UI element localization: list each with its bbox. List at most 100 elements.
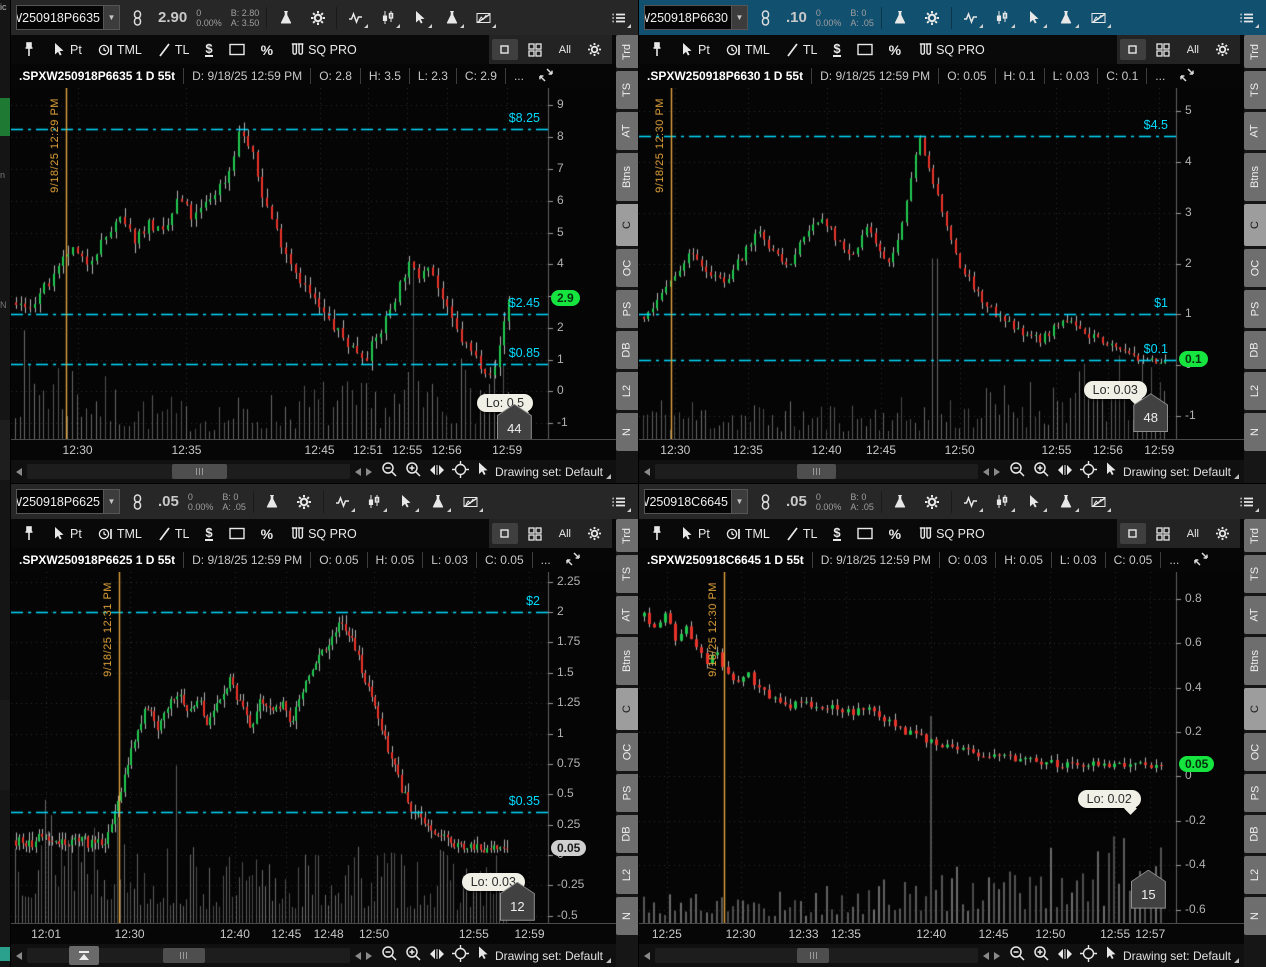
tab-oc[interactable]: OC bbox=[616, 249, 638, 287]
link-chart-icon[interactable] bbox=[751, 4, 780, 31]
tml-tool-button[interactable]: TML bbox=[91, 37, 149, 62]
percent-tool-button[interactable]: % bbox=[882, 521, 908, 546]
symbol-input-value[interactable]: SPXW250918P6625 bbox=[17, 494, 100, 509]
sq-pro-button[interactable]: SQ PRO bbox=[910, 37, 992, 62]
strategy-chart-button[interactable] bbox=[469, 4, 498, 31]
settings-gear-button[interactable] bbox=[290, 488, 319, 515]
tab-ps[interactable]: PS bbox=[1244, 774, 1266, 812]
scrollbar-track[interactable] bbox=[655, 948, 978, 963]
autoscale-arrows-icon[interactable] bbox=[538, 67, 554, 86]
grid-layout-button[interactable] bbox=[521, 36, 550, 63]
studies-button[interactable] bbox=[988, 4, 1017, 31]
symbol-dropdown-icon[interactable]: ▼ bbox=[103, 490, 119, 513]
horizontal-expand-icon[interactable] bbox=[429, 947, 445, 965]
settings-gear-button[interactable] bbox=[918, 488, 947, 515]
tab-ts[interactable]: TS bbox=[1244, 555, 1266, 593]
tab-c[interactable]: C bbox=[616, 688, 638, 730]
tab-c[interactable]: C bbox=[1244, 204, 1266, 246]
drawing-cursor-icon[interactable] bbox=[476, 945, 490, 966]
tab-n[interactable]: N bbox=[1244, 413, 1266, 451]
header-more[interactable]: ... bbox=[1146, 68, 1173, 84]
percent-tool-button[interactable]: % bbox=[254, 37, 280, 62]
panel-menu-button[interactable] bbox=[604, 488, 633, 515]
scroll-left-arrow[interactable] bbox=[644, 467, 650, 476]
tab-db[interactable]: DB bbox=[616, 331, 638, 369]
settings-gear-button[interactable] bbox=[303, 4, 332, 31]
cursor-tool-button[interactable] bbox=[1020, 488, 1049, 515]
trendline-tool-button[interactable]: TL bbox=[779, 37, 825, 62]
sq-pro-button[interactable]: SQ PRO bbox=[910, 521, 992, 546]
scrollbar-thumb[interactable] bbox=[162, 948, 205, 963]
settings-gear-button[interactable] bbox=[918, 4, 947, 31]
strategy-chart-button[interactable] bbox=[1084, 4, 1113, 31]
symbol-dropdown-icon[interactable]: ▼ bbox=[103, 6, 119, 29]
tab-trd[interactable]: Trd bbox=[1244, 35, 1266, 68]
tab-trd[interactable]: Trd bbox=[616, 519, 638, 552]
scroll-left-arrow[interactable] bbox=[16, 951, 22, 960]
link-chart-icon[interactable] bbox=[751, 488, 780, 515]
tml-tool-button[interactable]: TML bbox=[719, 521, 777, 546]
tab-ts[interactable]: TS bbox=[616, 71, 638, 109]
analyze-flask-button[interactable] bbox=[886, 4, 915, 31]
zoom-out-icon[interactable] bbox=[381, 461, 398, 483]
strategy-chart-button[interactable] bbox=[1084, 488, 1113, 515]
all-button[interactable]: All bbox=[1186, 527, 1199, 540]
pin-button[interactable] bbox=[15, 521, 43, 546]
chart-style-button[interactable] bbox=[956, 488, 985, 515]
rectangle-tool-button[interactable] bbox=[222, 37, 252, 62]
chart-plot-area[interactable]: 5 4 3 2 1 0 -1 $4.5 $1 $0.1 9/18/25 12:30 PM 0.1 Lo:… bbox=[639, 88, 1244, 439]
tab-btns[interactable]: Btns bbox=[616, 637, 638, 685]
tab-l2[interactable]: L2 bbox=[616, 372, 638, 410]
autoscale-arrows-icon[interactable] bbox=[1179, 67, 1195, 86]
zoom-in-icon[interactable] bbox=[405, 945, 422, 967]
rectangle-tool-button[interactable] bbox=[850, 521, 880, 546]
tab-n[interactable]: N bbox=[1244, 897, 1266, 935]
tab-ps[interactable]: PS bbox=[1244, 290, 1266, 328]
horizontal-expand-icon[interactable] bbox=[429, 463, 445, 481]
tests-flask-button[interactable] bbox=[1052, 488, 1081, 515]
trendline-tool-button[interactable]: TL bbox=[151, 37, 197, 62]
zoom-out-icon[interactable] bbox=[1009, 945, 1026, 967]
price-level-tool-button[interactable]: $ bbox=[826, 37, 847, 62]
symbol-dropdown-icon[interactable]: ▼ bbox=[731, 6, 747, 29]
tab-at[interactable]: AT bbox=[616, 112, 638, 150]
crosshair-icon[interactable] bbox=[1079, 944, 1097, 967]
zoom-out-icon[interactable] bbox=[381, 945, 398, 967]
analyze-flask-button[interactable] bbox=[258, 488, 287, 515]
chart-style-button[interactable] bbox=[328, 488, 357, 515]
tab-oc[interactable]: OC bbox=[1244, 733, 1266, 771]
price-level-tool-button[interactable]: $ bbox=[198, 521, 219, 546]
zoom-in-icon[interactable] bbox=[1033, 461, 1050, 483]
symbol-dropdown-icon[interactable]: ▼ bbox=[731, 490, 747, 513]
price-level-tool-button[interactable]: $ bbox=[826, 521, 847, 546]
symbol-input-value[interactable]: SPXW250918P6635 bbox=[17, 10, 100, 25]
tml-tool-button[interactable]: TML bbox=[91, 521, 149, 546]
toolbar-settings-gear-button[interactable] bbox=[1208, 520, 1237, 547]
scroll-step-left[interactable] bbox=[354, 951, 361, 960]
tab-l2[interactable]: L2 bbox=[616, 856, 638, 894]
drawing-cursor-icon[interactable] bbox=[1104, 461, 1118, 482]
drawing-set-selector[interactable]: Drawing set: Default bbox=[1123, 949, 1240, 963]
trendline-tool-button[interactable]: TL bbox=[779, 521, 825, 546]
scrollbar-track[interactable] bbox=[27, 464, 350, 479]
toolbar-settings-gear-button[interactable] bbox=[580, 520, 609, 547]
all-button[interactable]: All bbox=[558, 527, 571, 540]
all-button[interactable]: All bbox=[1186, 43, 1199, 56]
tab-trd[interactable]: Trd bbox=[616, 35, 638, 68]
tests-flask-button[interactable] bbox=[424, 488, 453, 515]
analyze-flask-button[interactable] bbox=[886, 488, 915, 515]
rectangle-tool-button[interactable] bbox=[222, 521, 252, 546]
pin-button[interactable] bbox=[643, 521, 671, 546]
tab-l2[interactable]: L2 bbox=[1244, 372, 1266, 410]
header-more[interactable]: ... bbox=[531, 552, 559, 568]
scroll-step-left[interactable] bbox=[982, 467, 989, 476]
tab-btns[interactable]: Btns bbox=[1244, 637, 1266, 685]
panel-menu-button[interactable] bbox=[604, 4, 633, 31]
scrollbar-thumb[interactable] bbox=[172, 464, 228, 479]
grid-layout-button[interactable] bbox=[1149, 36, 1178, 63]
scroll-left-arrow[interactable] bbox=[644, 951, 650, 960]
studies-button[interactable] bbox=[360, 488, 389, 515]
chart-plot-area[interactable]: 2.25 2 1.75 1.5 1.25 1 0.75 0.5 0.25 0 -0.25 -0.5 $2… bbox=[11, 572, 616, 923]
link-chart-icon[interactable] bbox=[123, 4, 152, 31]
pointer-tool-button[interactable]: Pt bbox=[45, 521, 89, 546]
